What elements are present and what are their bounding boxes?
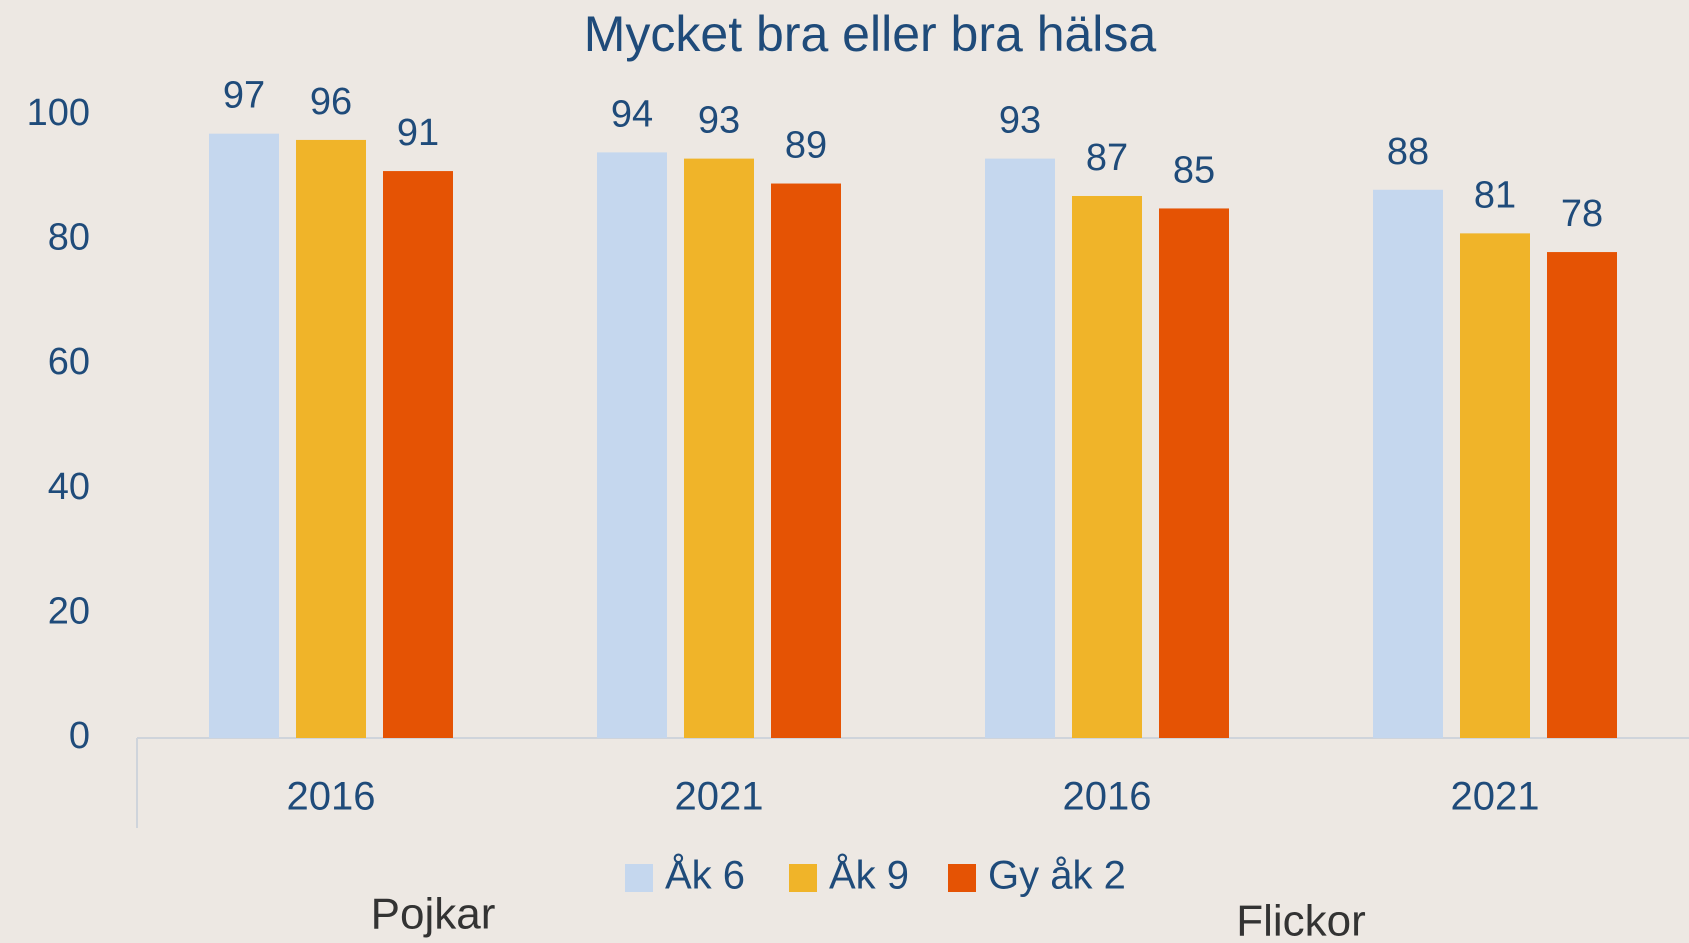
x-tick-label: 2016 xyxy=(1063,775,1152,819)
data-label: 81 xyxy=(1474,174,1516,216)
bar xyxy=(1373,189,1443,738)
bar xyxy=(684,158,754,739)
legend-swatch xyxy=(948,864,976,892)
y-tick-label: 0 xyxy=(69,715,90,757)
y-tick-label: 80 xyxy=(48,217,90,259)
chart-title: Mycket bra eller bra hälsa xyxy=(584,6,1157,62)
data-label: 78 xyxy=(1561,193,1603,235)
data-label: 97 xyxy=(223,75,265,117)
bar xyxy=(985,158,1055,739)
bar xyxy=(209,133,279,738)
annotation: Flickor xyxy=(1236,897,1366,943)
legend-swatch xyxy=(789,864,817,892)
data-label: 87 xyxy=(1086,137,1128,179)
data-label: 89 xyxy=(785,125,827,167)
annotation: Pojkar xyxy=(371,890,496,939)
data-label: 96 xyxy=(310,81,352,123)
bar xyxy=(771,183,841,738)
x-tick-label: 2021 xyxy=(675,775,764,819)
data-label: 93 xyxy=(999,100,1041,142)
bar xyxy=(1159,208,1229,738)
bar xyxy=(1460,233,1530,738)
legend-swatch xyxy=(625,864,653,892)
data-label: 93 xyxy=(698,100,740,142)
bar xyxy=(1072,195,1142,739)
y-tick-label: 100 xyxy=(27,92,90,134)
y-tick-label: 40 xyxy=(48,466,90,508)
bar xyxy=(597,152,667,738)
x-tick-label: 2021 xyxy=(1451,775,1540,819)
data-label: 91 xyxy=(397,112,439,154)
bar xyxy=(1547,252,1617,738)
legend-label: Åk 9 xyxy=(829,853,909,898)
x-tick-label: 2016 xyxy=(287,775,376,819)
bar xyxy=(383,171,453,738)
data-label: 85 xyxy=(1173,149,1215,191)
legend-label: Åk 6 xyxy=(665,853,745,898)
bar xyxy=(296,139,366,739)
data-label: 88 xyxy=(1387,131,1429,173)
y-tick-label: 60 xyxy=(48,341,90,383)
data-label: 94 xyxy=(611,93,653,135)
y-tick-label: 20 xyxy=(48,590,90,632)
legend-label: Gy åk 2 xyxy=(988,854,1126,898)
